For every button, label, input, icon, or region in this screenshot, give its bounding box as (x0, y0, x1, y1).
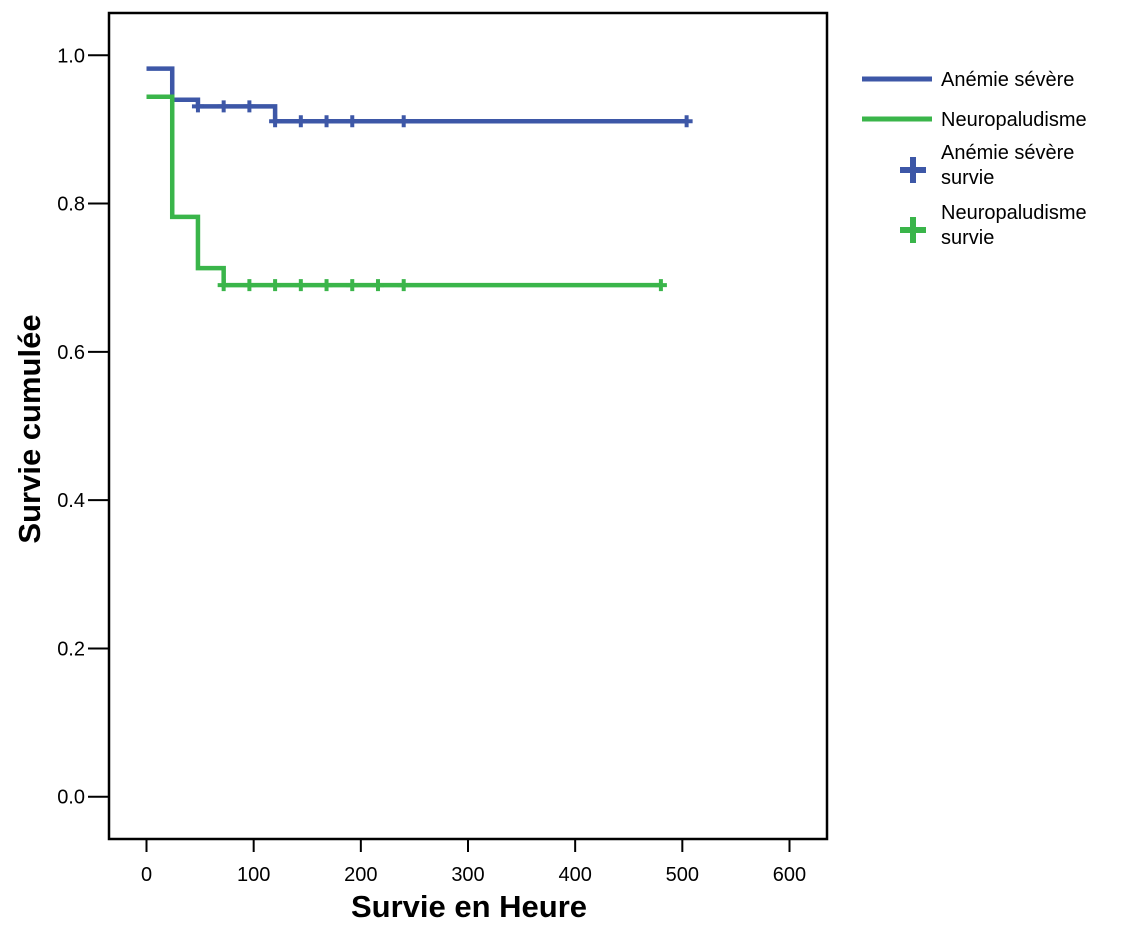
censor-mark (320, 279, 333, 292)
censor-mark (294, 115, 307, 128)
plot-frame (107, 11, 829, 841)
censor-mark (397, 279, 410, 292)
censor-mark (680, 115, 693, 128)
censor-mark (217, 100, 230, 113)
y-axis-ticks: 0.0 0.2 0.4 0.6 0.8 1.0 (57, 45, 109, 809)
x-tick-label: 600 (773, 864, 806, 886)
x-tick-label: 400 (558, 864, 591, 886)
censor-mark (243, 279, 256, 292)
x-axis-ticks: 0 100 200 300 400 500 600 (141, 839, 806, 886)
x-tick-label: 300 (451, 864, 484, 886)
series-layer (146, 66, 693, 292)
legend-swatch-plus (900, 157, 926, 183)
censor-mark (371, 279, 384, 292)
censor-mark (294, 279, 307, 292)
censor-mark (191, 100, 204, 113)
legend-label: Neuropaludisme (941, 202, 1087, 224)
legend-label: Anémie sévère (941, 69, 1074, 91)
y-tick-label: 1.0 (57, 45, 85, 67)
censor-mark (397, 115, 410, 128)
legend-swatch-plus (900, 217, 926, 243)
censor-mark (654, 279, 667, 292)
legend-label: Neuropaludisme (941, 109, 1087, 131)
x-tick-label: 0 (141, 864, 152, 886)
x-tick-label: 500 (666, 864, 699, 886)
censor-mark (243, 100, 256, 113)
y-axis-title: Survie cumulée (12, 314, 47, 543)
x-axis-title: Survie en Heure (351, 889, 587, 924)
y-tick-label: 0.2 (57, 638, 85, 660)
legend-label: Anémie sévère (941, 142, 1074, 164)
x-tick-label: 100 (237, 864, 270, 886)
censor-mark (320, 115, 333, 128)
y-tick-label: 0.6 (57, 342, 85, 364)
legend-label: survie (941, 167, 994, 189)
censor-mark (269, 115, 282, 128)
legend-label: survie (941, 227, 994, 249)
x-tick-label: 200 (344, 864, 377, 886)
censor-mark (217, 279, 230, 292)
censor-mark (346, 279, 359, 292)
censor-mark (346, 115, 359, 128)
y-tick-label: 0.8 (57, 194, 85, 216)
censor-mark (269, 279, 282, 292)
y-tick-label: 0.4 (57, 490, 85, 512)
legend: Anémie sévère Neuropaludisme Anémie sévère… (862, 69, 1087, 249)
y-tick-label: 0.0 (57, 787, 85, 809)
